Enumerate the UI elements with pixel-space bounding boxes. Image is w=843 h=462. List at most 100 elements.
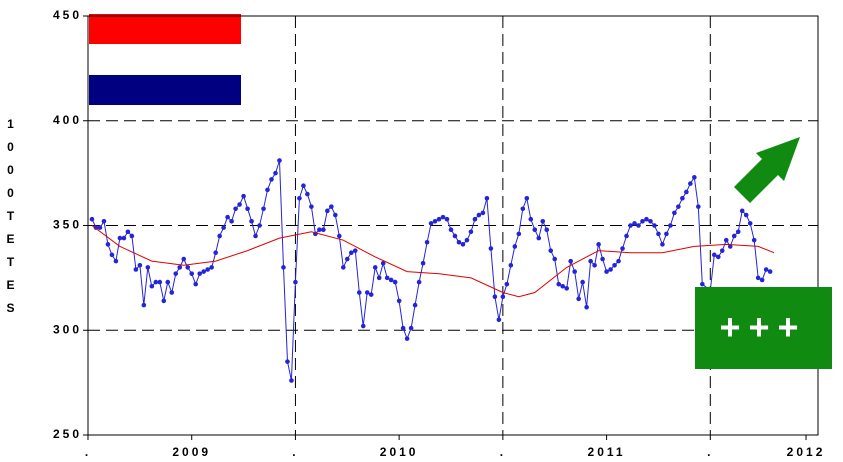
point — [341, 265, 346, 270]
point — [177, 265, 183, 270]
point — [719, 248, 725, 253]
point — [452, 233, 458, 239]
point — [153, 279, 159, 285]
point — [412, 302, 418, 308]
point — [588, 258, 593, 264]
point — [380, 260, 386, 266]
x-tick-label: 2012 — [787, 445, 826, 459]
trend-arrow — [734, 137, 800, 203]
point — [129, 233, 135, 239]
point — [273, 170, 278, 176]
point — [468, 229, 474, 235]
x-tick-label: 2009 — [172, 445, 211, 459]
point — [528, 216, 534, 222]
point — [145, 265, 151, 270]
point — [141, 302, 147, 308]
point — [193, 281, 199, 287]
point — [460, 242, 466, 247]
point — [149, 283, 155, 289]
point — [293, 279, 298, 285]
point — [265, 187, 270, 193]
point — [348, 250, 354, 256]
point — [329, 204, 334, 209]
point — [189, 271, 195, 276]
point — [743, 212, 749, 218]
point — [568, 258, 573, 264]
point — [692, 175, 697, 180]
point — [664, 231, 669, 237]
point — [612, 263, 617, 268]
point — [281, 265, 286, 270]
point — [751, 237, 757, 243]
point — [763, 267, 769, 272]
point — [165, 279, 171, 285]
point — [185, 265, 191, 270]
point — [376, 275, 382, 281]
point — [731, 233, 737, 239]
point — [157, 279, 163, 285]
point — [759, 277, 765, 283]
point — [257, 223, 262, 228]
x-tick-label: . — [707, 445, 713, 459]
point — [747, 221, 753, 226]
point — [608, 267, 613, 272]
x-tick-label: . — [292, 445, 298, 459]
point — [688, 181, 693, 186]
point — [121, 235, 127, 241]
point — [217, 233, 222, 239]
point — [484, 195, 490, 201]
point — [504, 281, 510, 287]
point — [169, 290, 175, 295]
point — [117, 235, 123, 241]
point — [388, 277, 394, 283]
point — [620, 246, 625, 251]
point — [668, 223, 673, 228]
point — [624, 233, 629, 239]
point — [524, 195, 530, 201]
point — [648, 219, 653, 224]
point — [600, 256, 605, 262]
point — [672, 210, 677, 216]
point — [767, 269, 773, 274]
point — [428, 221, 434, 226]
point — [532, 227, 538, 232]
point — [556, 281, 562, 287]
point — [444, 216, 450, 222]
point — [432, 219, 438, 224]
point — [616, 258, 621, 264]
point — [508, 263, 514, 268]
point — [660, 242, 665, 247]
point — [472, 216, 478, 222]
point — [715, 254, 721, 260]
y-tick-label: 250 — [53, 427, 82, 441]
point — [209, 265, 214, 270]
point — [739, 208, 745, 214]
point — [297, 195, 302, 201]
point — [277, 158, 282, 163]
series-line — [91, 225, 775, 298]
point — [755, 275, 761, 281]
point — [560, 283, 565, 289]
point — [580, 279, 585, 285]
point — [735, 229, 741, 235]
point — [225, 214, 230, 220]
point — [137, 263, 143, 268]
point — [344, 256, 350, 262]
point — [249, 219, 254, 224]
y-tick-label: 450 — [53, 8, 82, 22]
point — [520, 206, 526, 212]
point — [368, 292, 374, 297]
point — [684, 189, 689, 195]
point — [109, 252, 115, 258]
point — [456, 239, 462, 245]
point — [392, 279, 398, 285]
x-tick-label: . — [500, 445, 506, 459]
point — [360, 323, 366, 329]
point — [404, 336, 410, 341]
point — [285, 359, 290, 364]
point — [213, 250, 218, 256]
point — [229, 219, 234, 224]
y-tick-label: 350 — [53, 218, 82, 232]
point — [309, 204, 314, 209]
